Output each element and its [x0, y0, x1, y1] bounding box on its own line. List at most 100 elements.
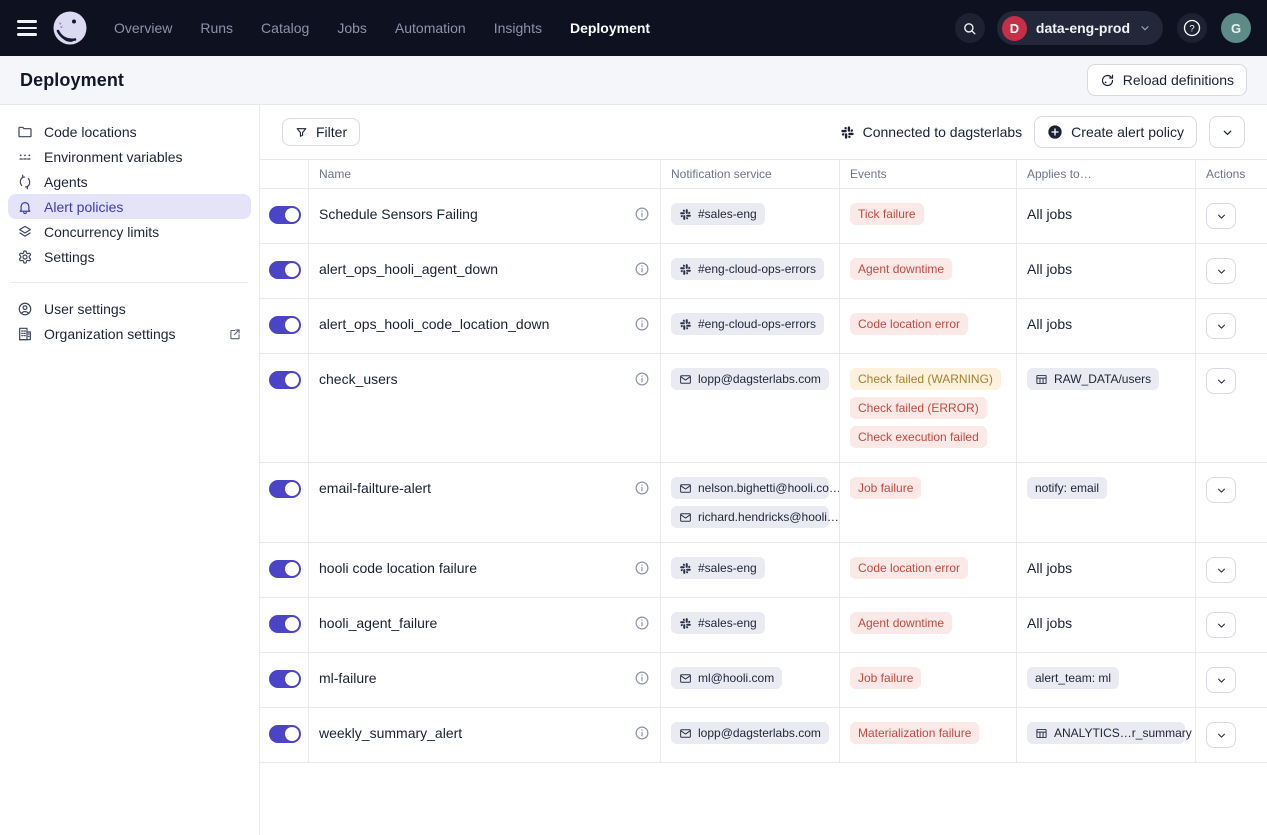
more-actions-dropdown-button[interactable] — [1209, 116, 1245, 148]
search-button[interactable] — [954, 13, 985, 43]
row-actions-button[interactable] — [1206, 368, 1236, 394]
notification-badge: richard.hendricks@hooli… — [671, 506, 839, 528]
actions-cell — [1195, 463, 1266, 542]
sidebar-item-agents[interactable]: Agents — [8, 169, 251, 194]
sidebar-item-environment-variables[interactable]: Environment variables — [8, 144, 251, 169]
info-icon[interactable] — [634, 261, 650, 277]
events-cell: Agent downtime — [839, 598, 1016, 652]
toggle-cell — [260, 354, 308, 462]
enabled-toggle[interactable] — [269, 371, 301, 389]
toggle-knob — [285, 373, 299, 387]
enabled-toggle[interactable] — [269, 206, 301, 224]
info-icon[interactable] — [634, 371, 650, 387]
name-cell: hooli_agent_failure — [308, 598, 660, 652]
enabled-toggle[interactable] — [269, 316, 301, 334]
enabled-toggle[interactable] — [269, 615, 301, 633]
notification-badge: #sales-eng — [671, 557, 765, 579]
name-cell: hooli code location failure — [308, 543, 660, 597]
toggle-knob — [285, 562, 299, 576]
notification-service-cell: #eng-cloud-ops-errors — [660, 299, 839, 353]
sidebar-item-concurrency-limits[interactable]: Concurrency limits — [8, 219, 251, 244]
row-actions-button[interactable] — [1206, 313, 1236, 339]
slack-icon — [679, 208, 692, 221]
page-title: Deployment — [20, 69, 125, 90]
policy-name: alert_ops_hooli_agent_down — [319, 261, 499, 277]
sidebar-item-user-settings[interactable]: User settings — [8, 296, 251, 321]
slack-icon — [679, 318, 692, 331]
reload-definitions-button[interactable]: Reload definitions — [1086, 64, 1247, 96]
slack-icon — [679, 562, 692, 575]
info-icon[interactable] — [634, 206, 650, 222]
reload-icon — [1100, 73, 1115, 88]
applies-to-cell: All jobs — [1016, 189, 1195, 243]
table-row: weekly_summary_alert lopp@dagsterlabs.com… — [260, 708, 1267, 763]
actions-cell — [1195, 354, 1266, 462]
dagster-logo[interactable] — [52, 10, 88, 46]
chevron-down-icon — [1215, 729, 1228, 742]
top-navigation-bar: Overview Runs Catalog Jobs Automation Insight… — [0, 0, 1267, 56]
toggle-knob — [285, 263, 299, 277]
policy-name: hooli_agent_failure — [319, 615, 438, 631]
events-cell: Job failure — [839, 653, 1016, 707]
create-alert-policy-button[interactable]: Create alert policy — [1034, 116, 1197, 148]
row-actions-button[interactable] — [1206, 477, 1236, 503]
connection-status-text: Connected to dagsterlabs — [862, 124, 1023, 140]
sidebar-item-alert-policies[interactable]: Alert policies — [8, 194, 251, 219]
sidebar-item-organization-settings[interactable]: Organization settings — [8, 321, 251, 346]
deployment-sidebar: Code locations Environment variables Agent… — [0, 105, 260, 835]
toggle-knob — [285, 482, 299, 496]
topnav-item-overview[interactable]: Overview — [114, 20, 173, 36]
row-actions-button[interactable] — [1206, 258, 1236, 284]
row-actions-button[interactable] — [1206, 203, 1236, 229]
topnav-item-deployment[interactable]: Deployment — [569, 20, 651, 36]
toggle-cell — [260, 708, 308, 762]
topnav-item-runs[interactable]: Runs — [200, 20, 234, 36]
row-actions-button[interactable] — [1206, 667, 1236, 693]
info-icon[interactable] — [634, 670, 650, 686]
info-icon[interactable] — [634, 615, 650, 631]
events-cell: Materialization failure — [839, 708, 1016, 762]
topnav-item-catalog[interactable]: Catalog — [261, 20, 310, 36]
table-row: email-failture-alert nelson.bighetti@hool… — [260, 463, 1267, 543]
enabled-toggle[interactable] — [269, 560, 301, 578]
event-badge: Materialization failure — [850, 722, 980, 744]
table-header-row: Name Notification service Events Applies to… — [260, 159, 1267, 189]
info-icon[interactable] — [634, 316, 650, 332]
notification-label: nelson.bighetti@hooli.co… — [698, 481, 841, 495]
topnav-item-automation[interactable]: Automation — [394, 20, 466, 36]
notification-service-cell: #sales-eng — [660, 598, 839, 652]
sidebar-item-label: Settings — [44, 248, 95, 265]
workspace-initial-badge: D — [1001, 15, 1027, 41]
info-icon[interactable] — [634, 560, 650, 576]
row-actions-button[interactable] — [1206, 557, 1236, 583]
workspace-switcher[interactable]: D data-eng-prod — [996, 11, 1163, 45]
topnav-item-jobs[interactable]: Jobs — [337, 20, 367, 36]
policy-name: email-failture-alert — [319, 480, 432, 496]
help-button[interactable]: ? — [1177, 13, 1207, 43]
filter-button[interactable]: Filter — [282, 118, 361, 146]
row-actions-button[interactable] — [1206, 722, 1236, 748]
column-header-actions: Actions — [1195, 160, 1266, 188]
help-icon: ? — [1182, 18, 1202, 38]
asset-table-icon — [1035, 727, 1048, 740]
menu-icon[interactable] — [10, 11, 44, 45]
notification-badge: nelson.bighetti@hooli.co… — [671, 477, 841, 499]
info-icon[interactable] — [634, 725, 650, 741]
applies-to-text: All jobs — [1027, 316, 1073, 332]
sidebar-item-settings[interactable]: Settings — [8, 244, 251, 269]
row-actions-button[interactable] — [1206, 612, 1236, 638]
enabled-toggle[interactable] — [269, 261, 301, 279]
topnav-item-insights[interactable]: Insights — [493, 20, 542, 36]
events-cell: Job failure — [839, 463, 1016, 542]
enabled-toggle[interactable] — [269, 725, 301, 743]
user-avatar[interactable]: G — [1221, 13, 1251, 43]
info-icon[interactable] — [634, 480, 650, 496]
enabled-toggle[interactable] — [269, 670, 301, 688]
main-content: Filter Connected to dagsterlabs Create a… — [260, 105, 1267, 835]
notification-badge: #sales-eng — [671, 612, 765, 634]
sidebar-item-code-locations[interactable]: Code locations — [8, 119, 251, 144]
name-cell: ml-failure — [308, 653, 660, 707]
enabled-toggle[interactable] — [269, 480, 301, 498]
toggle-knob — [285, 617, 299, 631]
